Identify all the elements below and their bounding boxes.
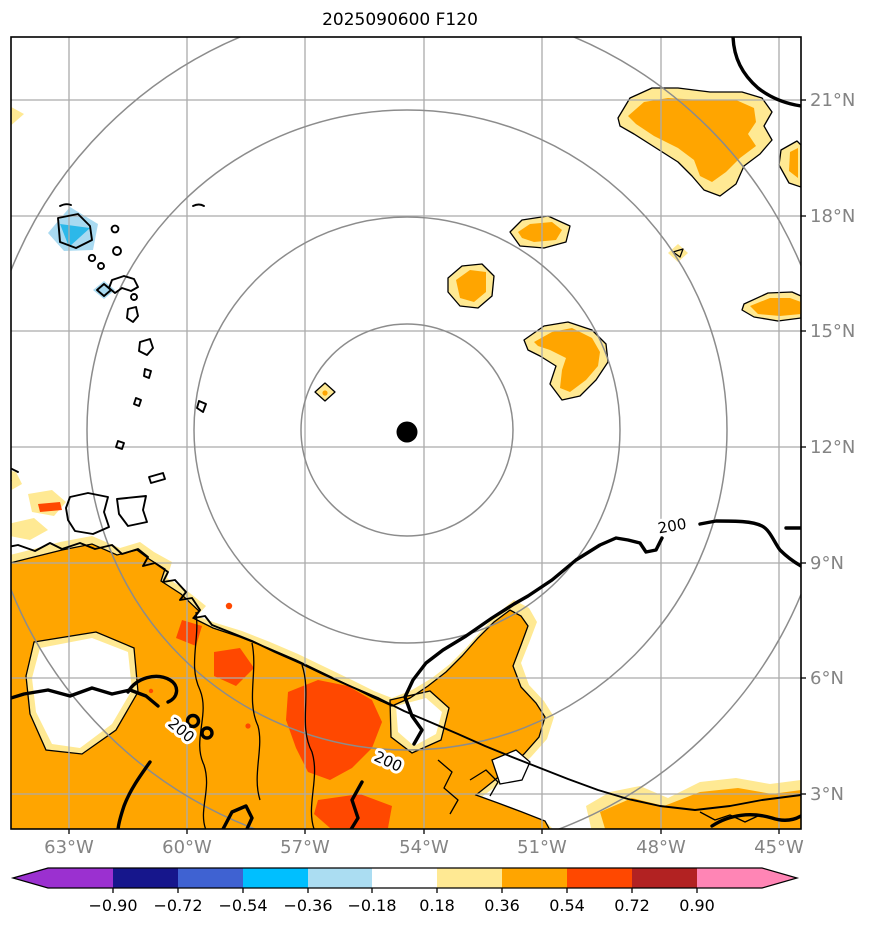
page-title: 2025090600 F120 [322, 10, 478, 30]
colorbar-label: −0.72 [153, 896, 202, 915]
colorbar-outline [10, 867, 800, 889]
colorbar-segment [372, 868, 437, 888]
axis-ticks [68, 99, 806, 834]
island [110, 224, 120, 234]
colorbar-label: 0.18 [419, 896, 455, 915]
lon-label: 60°W [162, 837, 212, 858]
lat-label: 6°N [810, 668, 844, 689]
island [126, 306, 139, 323]
lat-label: 18°N [810, 206, 855, 227]
lat-label: 15°N [810, 321, 855, 342]
colorbar-segment [437, 868, 502, 888]
lon-label: 51°W [517, 837, 567, 858]
colorbar-label: 0.36 [484, 896, 520, 915]
range-rings [11, 37, 801, 829]
colorbar-segment [502, 868, 567, 888]
lon-label: 57°W [280, 837, 330, 858]
storm-center-marker [396, 421, 418, 443]
lat-label: 3°N [810, 784, 844, 805]
colorbar-tick-labels: −0.90 −0.72 −0.54 −0.36 −0.18 0.18 0.36 … [88, 896, 714, 915]
colorbar-segment [178, 868, 243, 888]
map-area: 200 200 200 [11, 37, 801, 829]
island [196, 400, 207, 413]
lat-label: 9°N [810, 553, 844, 574]
lon-label: 63°W [44, 837, 94, 858]
graticule [11, 37, 801, 829]
colorbar-left-arrow [13, 868, 48, 888]
colorbar-segment [48, 868, 113, 888]
colorbar-label: −0.54 [218, 896, 267, 915]
lon-label: 54°W [399, 837, 449, 858]
lat-tick-labels: 21°N 18°N 15°N 12°N 9°N 6°N 3°N [810, 90, 855, 805]
colorbar-label: −0.18 [347, 896, 396, 915]
colorbar-segment [308, 868, 372, 888]
colorbar-label: −0.90 [88, 896, 137, 915]
colorbar-ticks [112, 888, 698, 893]
lon-label: 48°W [636, 837, 686, 858]
island [108, 275, 139, 294]
colorbar-segment [632, 868, 697, 888]
coastlines [11, 203, 801, 829]
island [138, 338, 154, 356]
colorbar: −0.90 −0.72 −0.54 −0.36 −0.18 0.18 0.36 … [10, 867, 800, 915]
filled-contours [11, 87, 801, 829]
colorbar-label: 0.90 [679, 896, 715, 915]
map-frame [10, 36, 802, 830]
contour-lines-200 [11, 37, 801, 829]
shade-northeast-blob [617, 87, 801, 197]
colorbar-segment [567, 868, 632, 888]
colorbar-label: 0.72 [614, 896, 650, 915]
colorbar-label: 0.54 [549, 896, 585, 915]
river [301, 664, 316, 829]
river [251, 642, 261, 801]
colorbar-segment [697, 868, 762, 888]
shade-central-blobs [314, 215, 801, 402]
colorbar-segment [113, 868, 178, 888]
colorbar-label: −0.36 [283, 896, 332, 915]
colorbar-right-arrow [762, 868, 797, 888]
island [116, 495, 148, 527]
lat-label: 21°N [810, 90, 855, 111]
lon-tick-labels: 63°W 60°W 57°W 54°W 51°W 48°W 45°W [44, 837, 804, 858]
lat-label: 12°N [810, 437, 855, 458]
island [57, 213, 93, 249]
shade-positive-strong [286, 680, 382, 780]
south-america-coast [11, 542, 801, 811]
river [193, 611, 208, 829]
island [65, 492, 110, 535]
lon-label: 45°W [754, 837, 804, 858]
island [192, 203, 205, 207]
colorbar-segment [243, 868, 308, 888]
